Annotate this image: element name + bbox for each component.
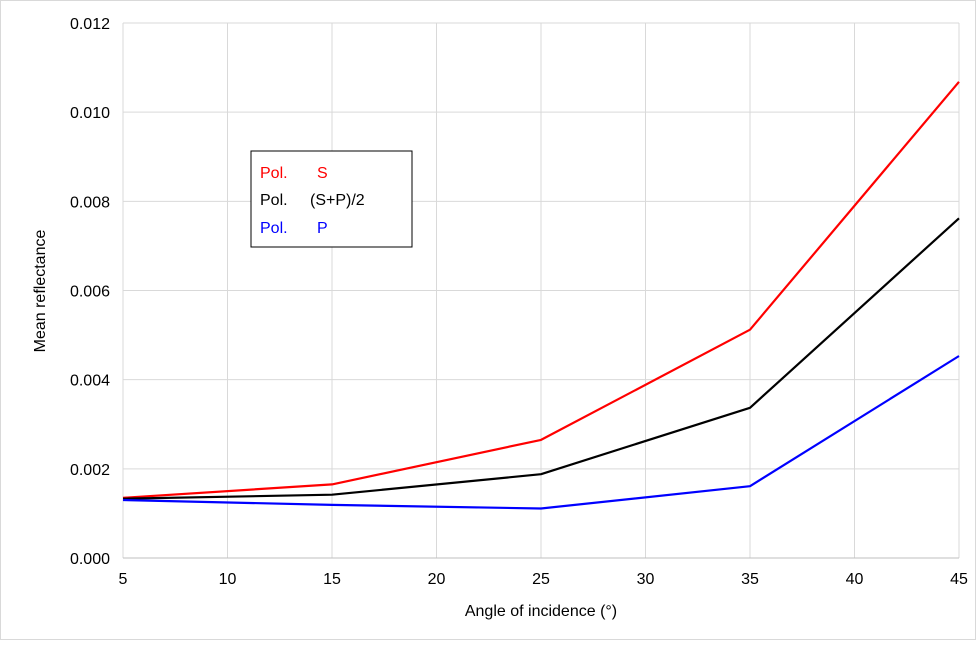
legend: Pol. S Pol. (S+P)/2 Pol. P: [250, 150, 413, 248]
legend-box: [250, 150, 413, 248]
y-axis-title: Mean reflectance: [32, 230, 49, 353]
x-tick-label: 35: [741, 571, 759, 588]
x-axis-title: Angle of incidence (°): [465, 603, 617, 620]
y-tick-label: 0.004: [70, 373, 110, 390]
series-line-2: [122, 355, 960, 510]
legend-label-p: P: [317, 220, 328, 237]
legend-prefix-p: Pol.: [260, 220, 288, 237]
y-tick-label: 0.008: [70, 194, 110, 211]
x-tick-label: 25: [532, 571, 550, 588]
y-tick-label: 0.012: [70, 16, 110, 33]
y-tick-label: 0.006: [70, 284, 110, 301]
x-tick-label: 30: [637, 571, 655, 588]
legend-prefix-s: Pol.: [260, 165, 288, 182]
y-tick-label: 0.010: [70, 105, 110, 122]
tick-labels: 5 10 15 20 25 30 35 40 45 0.000 0.002 0.004 0.006 0.0…: [70, 16, 968, 588]
legend-label-s: S: [317, 165, 328, 182]
series-line-0: [122, 81, 960, 499]
series-lines: [122, 81, 960, 510]
series-line-1: [122, 217, 960, 500]
x-tick-label: 5: [119, 571, 128, 588]
legend-prefix-avg: Pol.: [260, 192, 288, 209]
x-tick-label: 15: [323, 571, 341, 588]
legend-label-avg: (S+P)/2: [310, 192, 365, 209]
x-tick-label: 10: [219, 571, 237, 588]
x-tick-label: 40: [846, 571, 864, 588]
gridlines: [122, 22, 960, 559]
y-tick-label: 0.002: [70, 462, 110, 479]
x-tick-label: 20: [428, 571, 446, 588]
x-tick-label: 45: [950, 571, 968, 588]
y-tick-label: 0.000: [70, 551, 110, 568]
